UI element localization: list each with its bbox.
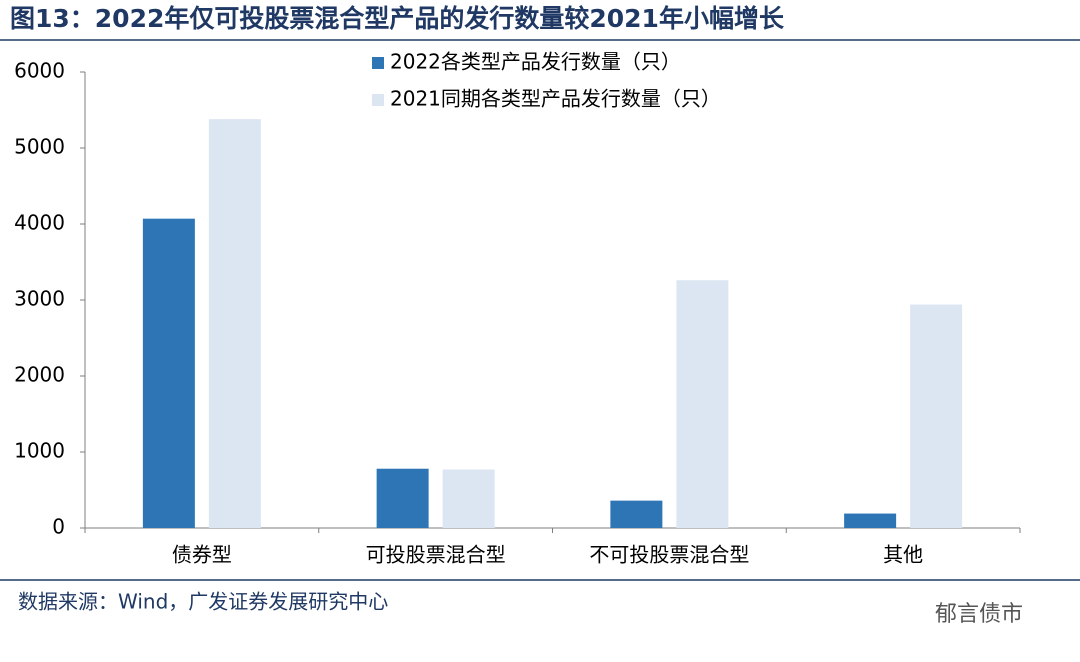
y-tick-label: 6000: [14, 59, 65, 83]
x-tick-label: 可投股票混合型: [366, 543, 506, 567]
bar: [844, 513, 897, 528]
legend-label: 2021同期各类型产品发行数量（只）: [390, 87, 721, 111]
y-tick-label: 1000: [14, 439, 65, 463]
bar: [142, 218, 195, 528]
bar: [442, 469, 495, 528]
x-tick-label: 不可投股票混合型: [589, 543, 749, 567]
legend-swatch: [372, 94, 384, 106]
legend-swatch: [372, 57, 384, 69]
x-tick-label: 债券型: [172, 543, 232, 567]
y-tick-label: 5000: [14, 135, 65, 159]
source: 数据来源：Wind，广发证券发展研究中心: [18, 590, 388, 614]
y-tick-label: 4000: [14, 211, 65, 235]
y-tick-label: 3000: [14, 287, 65, 311]
bar: [376, 468, 429, 528]
bar: [910, 304, 963, 528]
y-tick-label: 2000: [14, 363, 65, 387]
watermark: 郁言债市: [935, 602, 1023, 627]
legend-label: 2022各类型产品发行数量（只）: [390, 50, 681, 74]
y-tick-label: 0: [52, 515, 65, 539]
bar: [208, 119, 261, 529]
bar: [676, 280, 729, 528]
chart-title: 图13：2022年仅可投股票混合型产品的发行数量较2021年小幅增长: [10, 4, 785, 33]
bar: [610, 500, 663, 528]
x-tick-label: 其他: [883, 543, 923, 567]
